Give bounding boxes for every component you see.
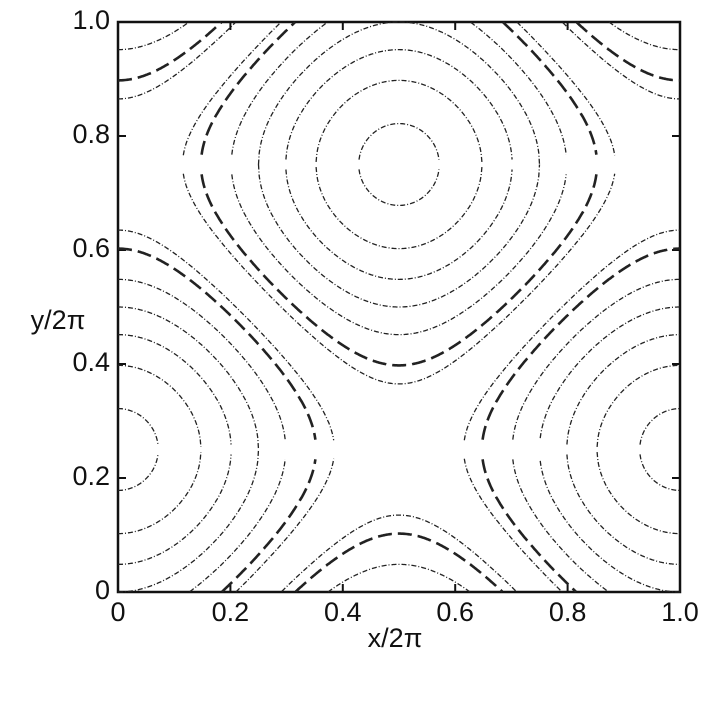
x-tick-label: 0: [110, 597, 125, 627]
separatrix-line: [200, 21, 598, 593]
y-tick-label: 0.6: [72, 233, 110, 263]
x-tick-label: 0.4: [324, 597, 362, 627]
x-tick-label: 0.6: [436, 597, 474, 627]
y-tick-label: 0.2: [72, 461, 110, 491]
contour-line: [118, 407, 680, 492]
contour-line: [231, 21, 567, 593]
contour-line: [118, 364, 680, 535]
contour-line: [285, 48, 513, 281]
contour-line: [182, 21, 616, 592]
contour-line: [118, 333, 680, 566]
y-tick-label: 0: [95, 575, 110, 605]
contour-line: [315, 79, 483, 250]
contour-line: [257, 21, 541, 308]
y-axis-label: y/2π: [31, 305, 86, 335]
x-axis-label: x/2π: [368, 623, 423, 653]
x-tick-label: 1.0: [661, 597, 699, 627]
contour-line: [118, 22, 680, 593]
x-tick-label: 0.2: [212, 597, 250, 627]
contour-line: [118, 306, 680, 593]
separatrix-line: [118, 21, 680, 593]
y-tick-label: 0.4: [72, 347, 110, 377]
contour-line: [118, 21, 680, 593]
plot-frame: [116, 20, 682, 594]
y-tick-label: 0.8: [72, 119, 110, 149]
y-tick-label: 1.0: [72, 5, 110, 35]
x-tick-label: 0.8: [549, 597, 587, 627]
contour-line: [358, 122, 440, 207]
